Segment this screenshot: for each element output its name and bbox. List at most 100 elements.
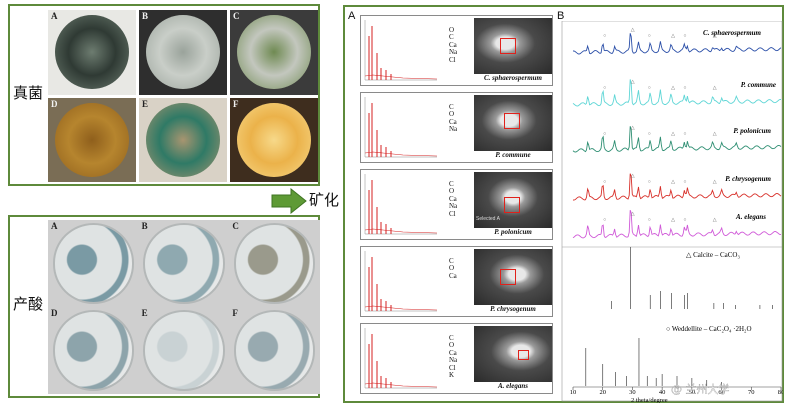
fungal-colony [55,15,129,89]
acid-label: 产酸 [13,293,43,314]
eds-panel: wt %C32.03O48.66Ca10.61Na3.35Cl3.52K1.86… [360,323,553,394]
fungi-photo-e: E [139,98,227,183]
eds-baseline [365,75,437,79]
peak-marker-icon: △ [631,211,635,217]
eds-panel: wt %C27.65O50.79Ca20.99Na0.56P. commune [360,92,553,163]
photo-letter: B [142,221,148,231]
petri-dish [143,310,225,390]
panel-a-letter: A [348,10,355,22]
xrd-series-label: P. chrysogenum [725,175,771,183]
eds-baseline [365,306,437,310]
peak-marker-icon: ○ [603,86,606,91]
photo-letter: A [51,11,58,21]
x-tick-label: 10 [570,389,577,396]
peak-marker-icon: ○ [603,34,606,39]
eds-baseline [365,152,437,156]
petri-dish [53,223,135,303]
acid-plate-f: F [229,307,320,394]
xrd-pattern-chart: Intensity/a.u.C. sphaerospermum○△○△○△P. … [561,21,783,403]
eds-spectrum-plot [363,172,439,238]
acid-photo-grid: A B C D E F [48,220,320,394]
sem-image [474,95,552,151]
species-caption: C. sphaerospermum [474,74,552,82]
petri-dish [143,223,225,303]
x-axis-label: 2 theta/degree [631,397,668,403]
peak-marker-icon: △ [631,125,635,131]
selected-area-marker [500,38,516,54]
peak-marker-icon: △ [631,27,635,33]
eds-spectrum-plot [363,249,439,315]
selected-area-marker [504,197,520,213]
peak-marker-icon: ○ [603,218,606,223]
photo-letter: D [51,99,58,109]
fungal-colony [146,15,220,89]
fungi-photo-c: C [230,10,318,95]
species-caption: P. commune [474,151,552,159]
peak-marker-icon: △ [671,131,675,137]
fungal-colony [55,103,129,177]
x-tick-label: 70 [748,389,755,396]
eds-panel: wt%O45.05C34.37Ca15.73Na3.37Cl1.49C. sph… [360,15,553,86]
eds-spectrum-plot [363,326,439,392]
fungal-colony [237,15,311,89]
fungi-photo-b: B [139,10,227,95]
sem-image [474,326,552,382]
photo-letter: F [233,99,239,109]
photo-letter: C [232,221,239,231]
element-symbol: K [449,372,461,380]
peak-marker-icon: △ [671,85,675,91]
eds-panel: wt%C21.27O56.87Ca21.85P. chrysogenum [360,246,553,317]
peak-marker-icon: ○ [603,180,606,185]
species-caption: A. elegans [474,382,552,390]
peak-marker-icon: △ [671,179,675,185]
mineral-analysis-frame: A B wt%O45.05C34.37Ca15.73Na3.37Cl1.49C.… [343,5,784,403]
acid-plate-c: C [229,220,320,307]
acid-plate-e: E [139,307,230,394]
watermark: @ 兰州大学 [671,382,730,396]
fungi-panel: 真菌 A B C D E F [8,4,320,186]
acid-plate-b: B [139,220,230,307]
peak-marker-icon: ○ [648,132,651,137]
peak-marker-icon: △ [713,33,717,39]
peak-marker-icon: △ [671,33,675,39]
peak-marker-icon: △ [713,179,717,185]
weddellite-reference-label: ○ Weddellite – CaC₂O₄ ·2H₂O [666,325,752,333]
selected-area-marker [518,350,529,360]
peak-marker-icon: ○ [683,132,686,137]
peak-marker-icon: △ [631,173,635,179]
xrd-series-label: A. elegans [735,213,766,221]
eds-panel: wt %C35.80O44.16Ca12.96Na3.40Cl3.68Selec… [360,169,553,240]
element-symbol: Cl [449,211,461,219]
element-symbol: Cl [449,57,461,65]
eds-spectrum-plot [363,95,439,161]
photo-letter: D [51,308,58,318]
peak-marker-icon: ○ [683,34,686,39]
xrd-series-label: P. polonicum [733,127,771,135]
peak-marker-icon: △ [671,217,675,223]
fungi-photo-d: D [48,98,136,183]
sem-image [474,18,552,74]
peak-marker-icon: ○ [683,218,686,223]
photo-letter: E [142,99,148,109]
eds-baseline [365,229,437,233]
sem-crystal [474,326,552,382]
fungi-photo-f: F [230,98,318,183]
eds-baseline [365,383,437,387]
right-arrow-icon [271,188,307,214]
peak-marker-icon: ○ [683,86,686,91]
peak-marker-icon: △ [713,217,717,223]
x-tick-label: 20 [599,389,606,396]
acid-plate-d: D [48,307,139,394]
peak-marker-icon: ○ [648,180,651,185]
sem-image [474,249,552,305]
fungi-label: 真菌 [13,82,43,103]
species-caption: P. chrysogenum [474,305,552,313]
fungal-colony [237,103,311,177]
peak-marker-icon: ○ [648,34,651,39]
element-symbol: Ca [449,273,461,281]
xrd-series-label: P. commune [741,81,776,89]
photo-letter: E [142,308,148,318]
photo-letter: C [233,11,240,21]
fungi-photo-grid: A B C D E F [48,10,318,182]
peak-marker-icon: △ [631,79,635,85]
